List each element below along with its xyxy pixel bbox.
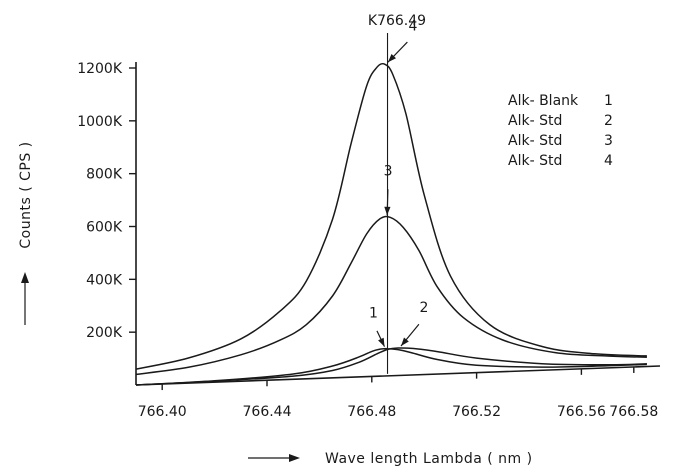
x-axis-arrowhead: [289, 454, 300, 462]
x-axis-label: Wave length Lambda ( nm ): [325, 451, 533, 467]
x-tick-label: 766.56: [557, 404, 606, 420]
curve-pointer-head-1: [378, 337, 385, 347]
y-tick-label: 200K: [86, 325, 123, 341]
x-ticks: 766.40 766.44 766.48 766.52 766.56 766.58: [138, 366, 658, 420]
legend: Alk- Blank 1 Alk- Std 2 Alk- Std 3 Alk- Std 4: [508, 93, 613, 169]
curve-label-4: 4: [408, 18, 417, 34]
y-tick-label: 400K: [86, 272, 123, 288]
x-axis-title: Wave length Lambda ( nm ): [248, 451, 533, 467]
y-axis-arrowhead: [21, 272, 29, 283]
legend-entry-name: Alk- Std: [508, 153, 562, 169]
curve-4: [135, 62, 647, 370]
curve-label-1: 1: [369, 306, 378, 322]
legend-entry-name: Alk- Std: [508, 133, 562, 149]
x-tick-label: 766.52: [452, 404, 501, 420]
y-tick-label: 1200K: [77, 61, 123, 77]
y-tick-label: 600K: [86, 220, 123, 236]
x-tick-label: 766.48: [347, 404, 396, 420]
axes: [135, 62, 661, 386]
y-axis-label: Counts ( CPS ): [18, 141, 34, 248]
y-ticks: 200K 400K 600K 800K 1000K 1200K: [77, 61, 136, 341]
x-tick-label: 766.40: [138, 404, 187, 420]
legend-entry-id: 1: [604, 93, 613, 109]
legend-entry-name: Alk- Blank: [508, 93, 579, 109]
x-tick-label: 766.58: [609, 404, 658, 420]
y-tick-label: 1000K: [77, 114, 123, 130]
curve-label-2: 2: [420, 300, 429, 316]
curve-3: [135, 215, 647, 376]
y-tick-label: 800K: [86, 167, 123, 183]
legend-entry-name: Alk- Std: [508, 113, 562, 129]
curve-pointer-head-2: [401, 337, 409, 346]
peak-line-label: K766.49: [368, 13, 426, 29]
legend-entry-id: 2: [604, 113, 613, 129]
y-axis-title: Counts ( CPS ): [18, 141, 34, 325]
curve-labels: 1 2 3 4: [369, 18, 429, 347]
x-axis: [135, 365, 661, 386]
x-tick-label: 766.44: [243, 404, 292, 420]
curves: [135, 62, 647, 386]
curve-label-3: 3: [384, 163, 393, 179]
curve-2: [135, 347, 647, 386]
legend-entry-id: 4: [604, 153, 613, 169]
curve-pointer-head-4: [387, 54, 396, 63]
legend-entry-id: 3: [604, 133, 613, 149]
